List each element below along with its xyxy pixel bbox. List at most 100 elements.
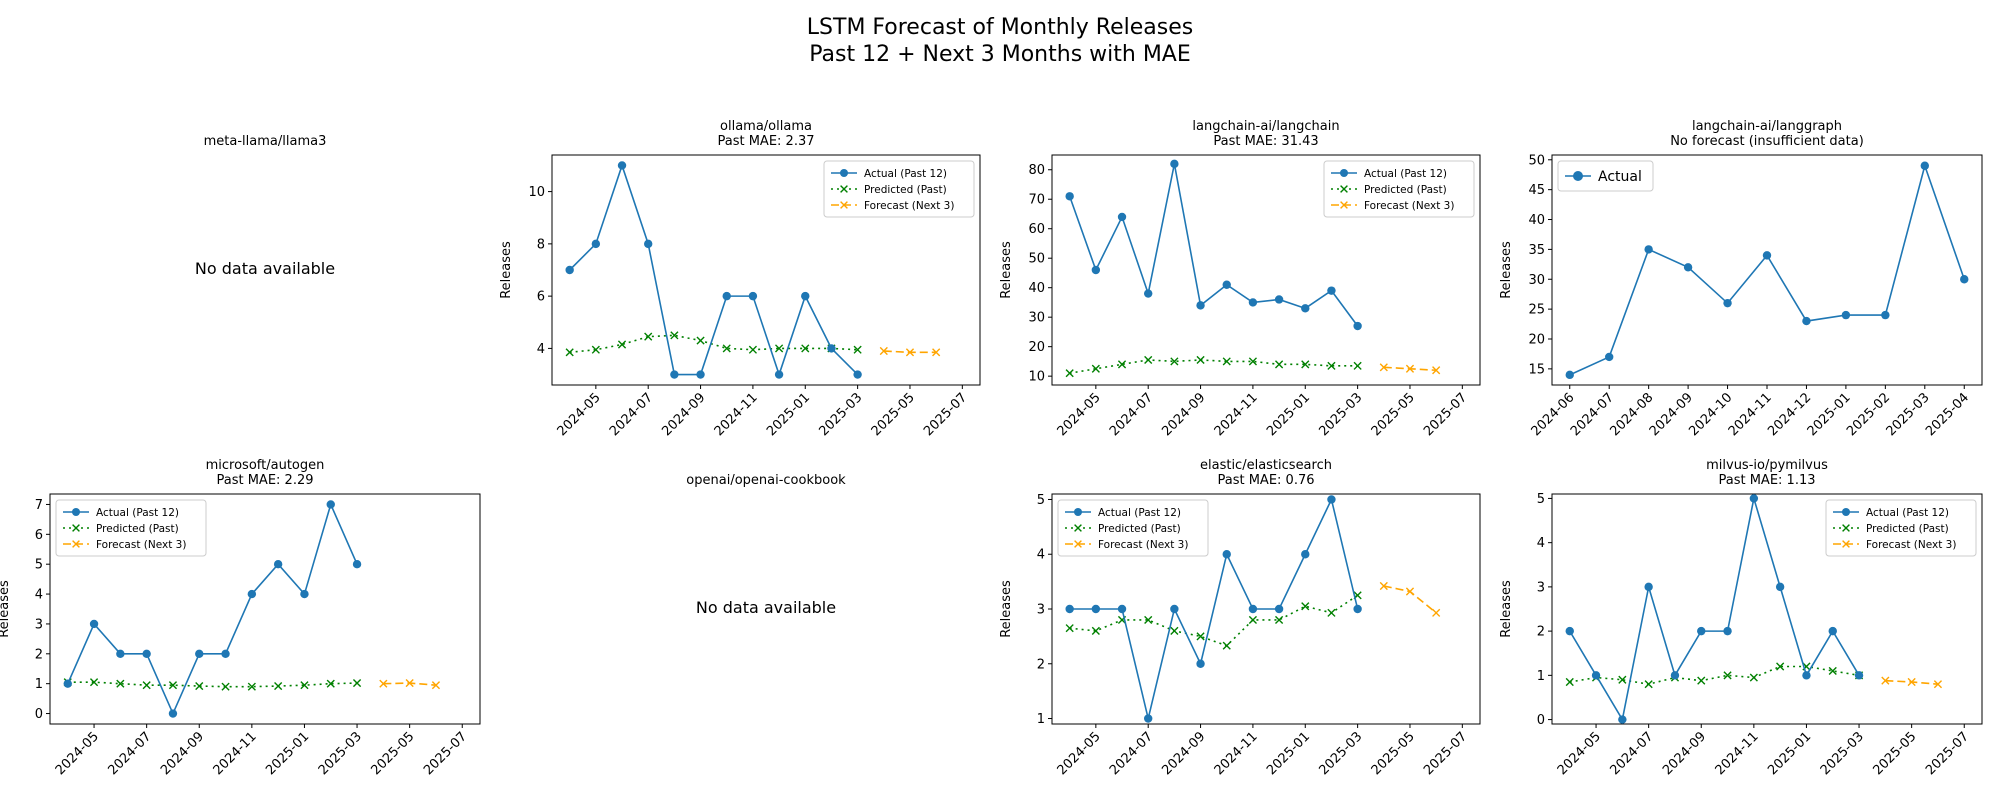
legend-marker	[1842, 524, 1850, 532]
data-point-actual	[1091, 265, 1101, 275]
data-point-actual	[221, 649, 230, 659]
data-point-actual	[1881, 310, 1890, 320]
legend-box	[1557, 160, 1654, 192]
data-point-predicted	[565, 348, 574, 357]
y-tick-label: 25	[1528, 303, 1545, 318]
data-point-predicted	[142, 681, 151, 690]
data-point-actual	[1248, 298, 1258, 307]
y-axis-label: Releases	[1499, 580, 1514, 638]
data-point-actual	[1327, 495, 1336, 504]
data-point-actual	[1762, 251, 1772, 260]
data-point-predicted	[1222, 357, 1231, 366]
data-point-forecast	[1907, 677, 1916, 687]
data-point-predicted	[1301, 360, 1310, 369]
legend: Actual (Past 12) Predicted (Past) Forecast…	[1057, 499, 1209, 557]
x-tick-label: 2025-07	[1421, 390, 1470, 439]
y-tick-label: 30	[1528, 273, 1545, 288]
y-tick-label: 20	[1028, 340, 1045, 355]
y-tick-label: 15	[1528, 362, 1545, 377]
legend: Actual (Past 12) Predicted (Past) Forecast…	[823, 160, 975, 218]
x-tick-label: 2025-03	[316, 729, 365, 778]
y-tick-label: 40	[1528, 213, 1545, 228]
x-tick-label: 2024-11	[1212, 729, 1261, 778]
subplot-subtitle: Past MAE: 0.76	[1217, 473, 1314, 488]
x-tick-label: 2025-05	[869, 390, 918, 439]
data-point-actual	[1144, 714, 1153, 723]
x-tick-label: 2024-09	[1660, 729, 1709, 778]
data-point-predicted	[670, 331, 679, 340]
legend-label: Forecast (Next 3)	[1098, 539, 1188, 551]
y-tick-label: 0	[1537, 713, 1545, 728]
legend-marker	[840, 201, 848, 209]
legend: Actual (Past 12) Predicted (Past) Forecast…	[1323, 160, 1475, 218]
data-point-actual	[1170, 159, 1179, 169]
data-point-predicted	[1248, 615, 1258, 625]
x-tick-label: 2024-05	[1555, 729, 1604, 778]
x-tick-label: 2025-07	[1923, 729, 1972, 778]
data-point-actual	[1697, 626, 1706, 636]
data-point-actual	[1723, 626, 1732, 636]
y-tick-label: 3	[35, 617, 43, 632]
x-tick-label: 2024-07	[1107, 729, 1156, 778]
data-point-predicted	[1117, 360, 1127, 369]
data-point-predicted	[1776, 662, 1785, 671]
data-point-predicted	[247, 682, 256, 691]
data-point-predicted	[801, 344, 810, 353]
legend-marker	[72, 540, 80, 548]
data-point-predicted	[274, 681, 283, 691]
y-tick-label: 10	[528, 185, 545, 200]
legend-box	[1825, 499, 1977, 557]
data-point-actual	[1117, 212, 1127, 222]
y-tick-label: 45	[1528, 183, 1545, 198]
data-point-actual	[142, 649, 151, 659]
data-point-actual	[1196, 659, 1205, 668]
data-point-predicted	[696, 336, 705, 345]
data-point-predicted	[644, 332, 653, 341]
y-tick-label: 1	[1537, 669, 1545, 684]
data-point-predicted	[1565, 677, 1574, 687]
data-point-predicted	[1327, 608, 1336, 617]
x-tick-label: 2025-07	[921, 390, 970, 439]
legend-label: Predicted (Past)	[1098, 523, 1181, 535]
subplot-title: langchain-ai/langgraph	[1692, 119, 1842, 134]
data-point-predicted	[168, 681, 178, 690]
data-point-actual	[748, 291, 758, 301]
subplot-title: langchain-ai/langchain	[1192, 119, 1339, 134]
data-point-forecast	[379, 679, 388, 688]
legend-label: Actual (Past 12)	[1098, 507, 1181, 519]
data-point-forecast	[1379, 363, 1388, 372]
data-point-predicted	[1274, 360, 1284, 369]
legend: Actual	[1557, 160, 1654, 192]
data-point-actual	[1618, 715, 1627, 724]
data-point-predicted	[300, 681, 309, 690]
legend-marker	[72, 508, 80, 516]
data-point-predicted	[1065, 624, 1074, 633]
plot-area-frame	[551, 154, 981, 386]
legend-label: Forecast (Next 3)	[1866, 539, 1956, 551]
data-point-actual	[352, 559, 362, 569]
x-tick-label: 2024-09	[1159, 390, 1208, 439]
data-point-actual	[1644, 245, 1653, 254]
series-line-predicted	[1069, 359, 1358, 374]
data-point-predicted	[722, 344, 731, 353]
x-tick-label: 2024-07	[607, 390, 656, 439]
data-point-actual	[644, 239, 653, 249]
data-point-actual	[116, 649, 125, 659]
data-point-actual	[1274, 604, 1284, 614]
x-tick-label: 2024-07	[1607, 729, 1656, 778]
data-point-actual	[1327, 286, 1336, 295]
data-point-actual	[1960, 275, 1969, 284]
y-tick-label: 1	[35, 677, 43, 692]
data-point-predicted	[1327, 361, 1336, 370]
data-point-actual	[1353, 604, 1362, 614]
x-tick-label: 2025-04	[1923, 390, 1972, 439]
figure-title-line-2: Past 12 + Next 3 Months with MAE	[809, 42, 1191, 67]
x-tick-label: 2024-09	[1159, 729, 1208, 778]
y-tick-label: 5	[1537, 492, 1545, 507]
series-line-predicted	[1069, 594, 1359, 647]
data-point-predicted	[221, 682, 230, 691]
data-point-actual	[1144, 289, 1153, 298]
